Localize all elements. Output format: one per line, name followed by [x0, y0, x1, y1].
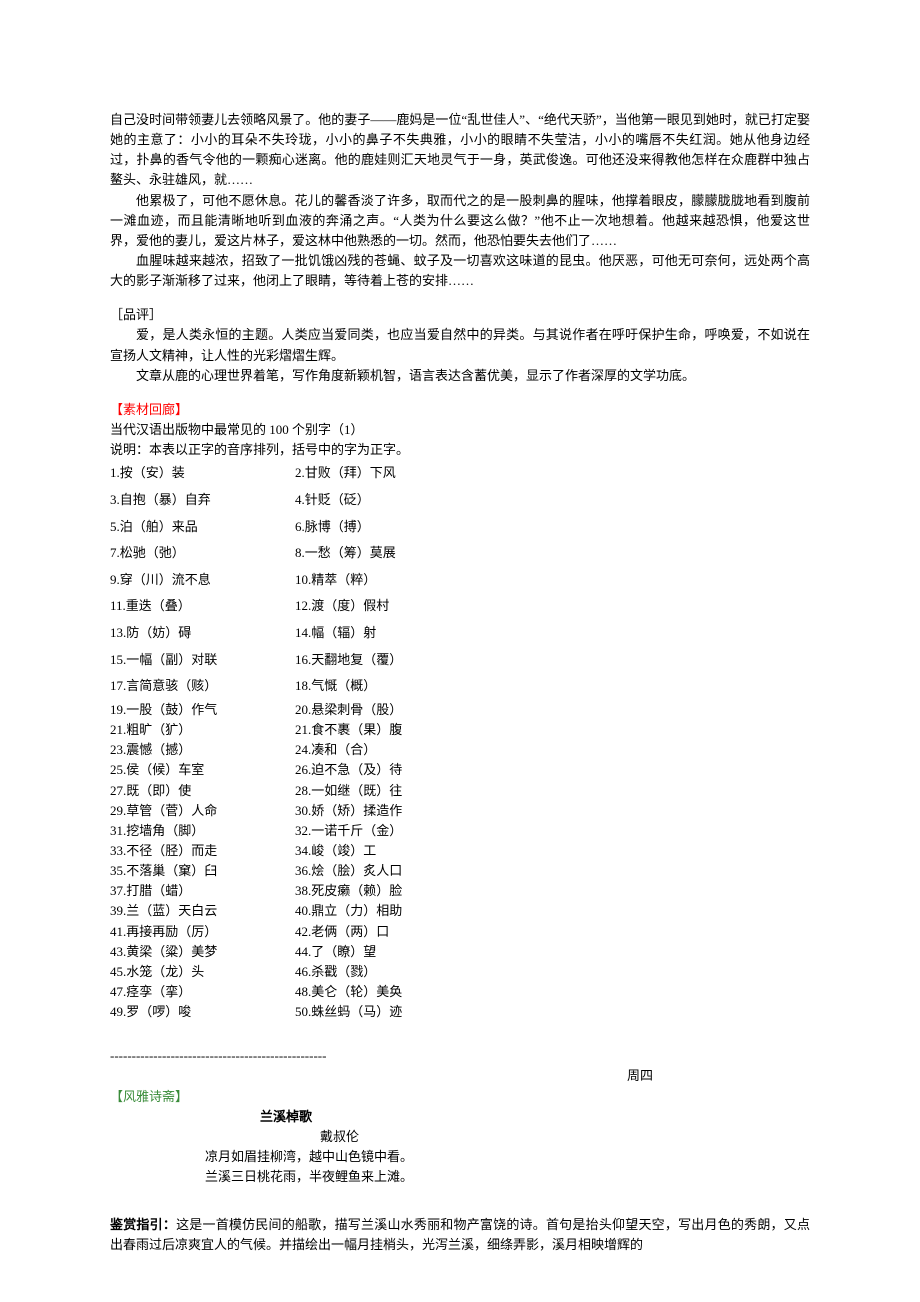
- list-cell: 12.渡（度）假村: [295, 593, 810, 620]
- list-cell: 32.一诺千斤（金）: [295, 821, 810, 841]
- list-cell: 11.重迭（叠）: [110, 593, 295, 620]
- divider: ----------------------------------------…: [110, 1046, 810, 1066]
- pinping-label: ［品评］: [110, 305, 810, 325]
- list-cell: 28.一如继（既）往: [295, 781, 810, 801]
- list-row: 41.再接再励（厉） 42.老俩（两）口: [110, 922, 810, 942]
- list-row: 43.黄梁（粱）美梦 44.了（瞭）望: [110, 942, 810, 962]
- page: 自己没时间带领妻儿去领略风景了。他的妻子——鹿妈是一位“乱世佳人”、“绝代天骄”…: [0, 0, 920, 1296]
- list-cell: 50.蛛丝蚂（马）迹: [295, 1002, 810, 1022]
- day-label: 周四: [110, 1066, 810, 1086]
- list-row: 29.草管（菅）人命 30.娇（矫）揉造作: [110, 801, 810, 821]
- list-row: 13.防（妨）碍 14.幅（辐）射: [110, 620, 810, 647]
- list-row: 3.自抱（暴）自弃 4.针贬（砭）: [110, 487, 810, 514]
- list-row: 11.重迭（叠） 12.渡（度）假村: [110, 593, 810, 620]
- list-cell: 6.脉博（搏）: [295, 514, 810, 541]
- list-row: 15.一幅（副）对联 16.天翻地复（覆）: [110, 647, 810, 674]
- list-row: 21.粗旷（犷） 21.食不裹（果）腹: [110, 720, 810, 740]
- list-cell: 17.言简意骇（赅）: [110, 673, 295, 700]
- list-cell: 2.甘败（拜）下风: [295, 460, 810, 487]
- poem-line: 凉月如眉挂柳湾，越中山色镜中看。: [110, 1147, 810, 1167]
- list-row: 49.罗（啰）唆 50.蛛丝蚂（马）迹: [110, 1002, 810, 1022]
- list-cell: 16.天翻地复（覆）: [295, 647, 810, 674]
- list-row: 7.松驰（弛） 8.一愁（筹）莫展: [110, 540, 810, 567]
- story-p3: 血腥味越来越浓，招致了一批饥饿凶残的苍蝇、蚊子及一切喜欢这味道的昆虫。他厌恶，可…: [110, 251, 810, 291]
- list-row: 45.水笼（龙）头 46.杀戳（戮）: [110, 962, 810, 982]
- list-cell: 3.自抱（暴）自弃: [110, 487, 295, 514]
- list-cell: 45.水笼（龙）头: [110, 962, 295, 982]
- list-cell: 18.气慨（概）: [295, 673, 810, 700]
- list-row: 35.不落巢（窠）臼 36.烩（脍）炙人口: [110, 861, 810, 881]
- list-cell: 24.凑和（合）: [295, 740, 810, 760]
- list-row: 27.既（即）使 28.一如继（既）往: [110, 781, 810, 801]
- list-cell: 1.按（安）装: [110, 460, 295, 487]
- list-row: 19.一股（鼓）作气 20.悬梁刺骨（股）: [110, 700, 810, 720]
- list-cell: 14.幅（辐）射: [295, 620, 810, 647]
- story-p2: 他累极了，可他不愿休息。花儿的馨香淡了许多，取而代之的是一股刺鼻的腥味，他撑着眼…: [110, 191, 810, 251]
- list-row: 25.侯（候）车室 26.迫不急（及）待: [110, 760, 810, 780]
- list-cell: 44.了（瞭）望: [295, 942, 810, 962]
- story-p1: 自己没时间带领妻儿去领略风景了。他的妻子——鹿妈是一位“乱世佳人”、“绝代天骄”…: [110, 110, 810, 191]
- list-cell: 4.针贬（砭）: [295, 487, 810, 514]
- list-row: 1.按（安）装 2.甘败（拜）下风: [110, 460, 810, 487]
- list-row: 33.不径（胫）而走 34.峻（竣）工: [110, 841, 810, 861]
- list-cell: 36.烩（脍）炙人口: [295, 861, 810, 881]
- poem-heading: 【风雅诗斋】: [110, 1087, 810, 1107]
- list-row: 47.痉孪（挛） 48.美仑（轮）美奂: [110, 982, 810, 1002]
- list-cell: 19.一股（鼓）作气: [110, 700, 295, 720]
- list-cell: 21.粗旷（犷）: [110, 720, 295, 740]
- list-cell: 42.老俩（两）口: [295, 922, 810, 942]
- list-cell: 27.既（即）使: [110, 781, 295, 801]
- list-row: 37.打腊（蜡） 38.死皮癞（赖）脸: [110, 881, 810, 901]
- list-cell: 46.杀戳（戮）: [295, 962, 810, 982]
- pinping-p1: 爱，是人类永恒的主题。人类应当爱同类，也应当爱自然中的异类。与其说作者在呼吁保护…: [110, 325, 810, 365]
- poem-title: 兰溪棹歌: [110, 1107, 810, 1127]
- list-cell: 15.一幅（副）对联: [110, 647, 295, 674]
- list-cell: 34.峻（竣）工: [295, 841, 810, 861]
- list-cell: 9.穿（川）流不息: [110, 567, 295, 594]
- list-cell: 33.不径（胫）而走: [110, 841, 295, 861]
- list-cell: 43.黄梁（粱）美梦: [110, 942, 295, 962]
- list-cell: 40.鼎立（力）相助: [295, 901, 810, 921]
- list-cell: 39.兰（蓝）天白云: [110, 901, 295, 921]
- list-cell: 13.防（妨）碍: [110, 620, 295, 647]
- list-cell: 47.痉孪（挛）: [110, 982, 295, 1002]
- list-cell: 20.悬梁刺骨（股）: [295, 700, 810, 720]
- appreciation-text: 这是一首模仿民间的船歌，描写兰溪山水秀丽和物产富饶的诗。首句是抬头仰望天空，写出…: [110, 1217, 810, 1252]
- sucai-title: 当代汉语出版物中最常见的 100 个别字（1）: [110, 420, 810, 440]
- poem-author: 戴叔伦: [110, 1127, 810, 1147]
- list-cell: 26.迫不急（及）待: [295, 760, 810, 780]
- list-cell: 10.精萃（粹）: [295, 567, 810, 594]
- list-row: 23.震憾（撼） 24.凑和（合）: [110, 740, 810, 760]
- list-cell: 8.一愁（筹）莫展: [295, 540, 810, 567]
- list-cell: 5.泊（舶）来品: [110, 514, 295, 541]
- list-row: 9.穿（川）流不息 10.精萃（粹）: [110, 567, 810, 594]
- list-row: 31.挖墙角（脚） 32.一诺千斤（金）: [110, 821, 810, 841]
- list-cell: 30.娇（矫）揉造作: [295, 801, 810, 821]
- list-cell: 21.食不裹（果）腹: [295, 720, 810, 740]
- appreciation-label: 鉴赏指引：: [110, 1217, 176, 1232]
- pinping-p2: 文章从鹿的心理世界着笔，写作角度新颖机智，语言表达含蓄优美，显示了作者深厚的文学…: [110, 366, 810, 386]
- list-cell: 23.震憾（撼）: [110, 740, 295, 760]
- list-row: 39.兰（蓝）天白云 40.鼎立（力）相助: [110, 901, 810, 921]
- list-cell: 41.再接再励（厉）: [110, 922, 295, 942]
- list-cell: 31.挖墙角（脚）: [110, 821, 295, 841]
- list-cell: 25.侯（候）车室: [110, 760, 295, 780]
- list-row: 17.言简意骇（赅） 18.气慨（概）: [110, 673, 810, 700]
- list-cell: 48.美仑（轮）美奂: [295, 982, 810, 1002]
- list-row: 5.泊（舶）来品 6.脉博（搏）: [110, 514, 810, 541]
- poem-line: 兰溪三日桃花雨，半夜鲤鱼来上滩。: [110, 1167, 810, 1187]
- list-cell: 35.不落巢（窠）臼: [110, 861, 295, 881]
- list-cell: 49.罗（啰）唆: [110, 1002, 295, 1022]
- list-cell: 38.死皮癞（赖）脸: [295, 881, 810, 901]
- list-cell: 7.松驰（弛）: [110, 540, 295, 567]
- list-cell: 37.打腊（蜡）: [110, 881, 295, 901]
- list-cell: 29.草管（菅）人命: [110, 801, 295, 821]
- sucai-note: 说明：本表以正字的音序排列，括号中的字为正字。: [110, 440, 810, 460]
- appreciation: 鉴赏指引：这是一首模仿民间的船歌，描写兰溪山水秀丽和物产富饶的诗。首句是抬头仰望…: [110, 1215, 810, 1255]
- sucai-heading: 【素材回廊】: [110, 400, 810, 420]
